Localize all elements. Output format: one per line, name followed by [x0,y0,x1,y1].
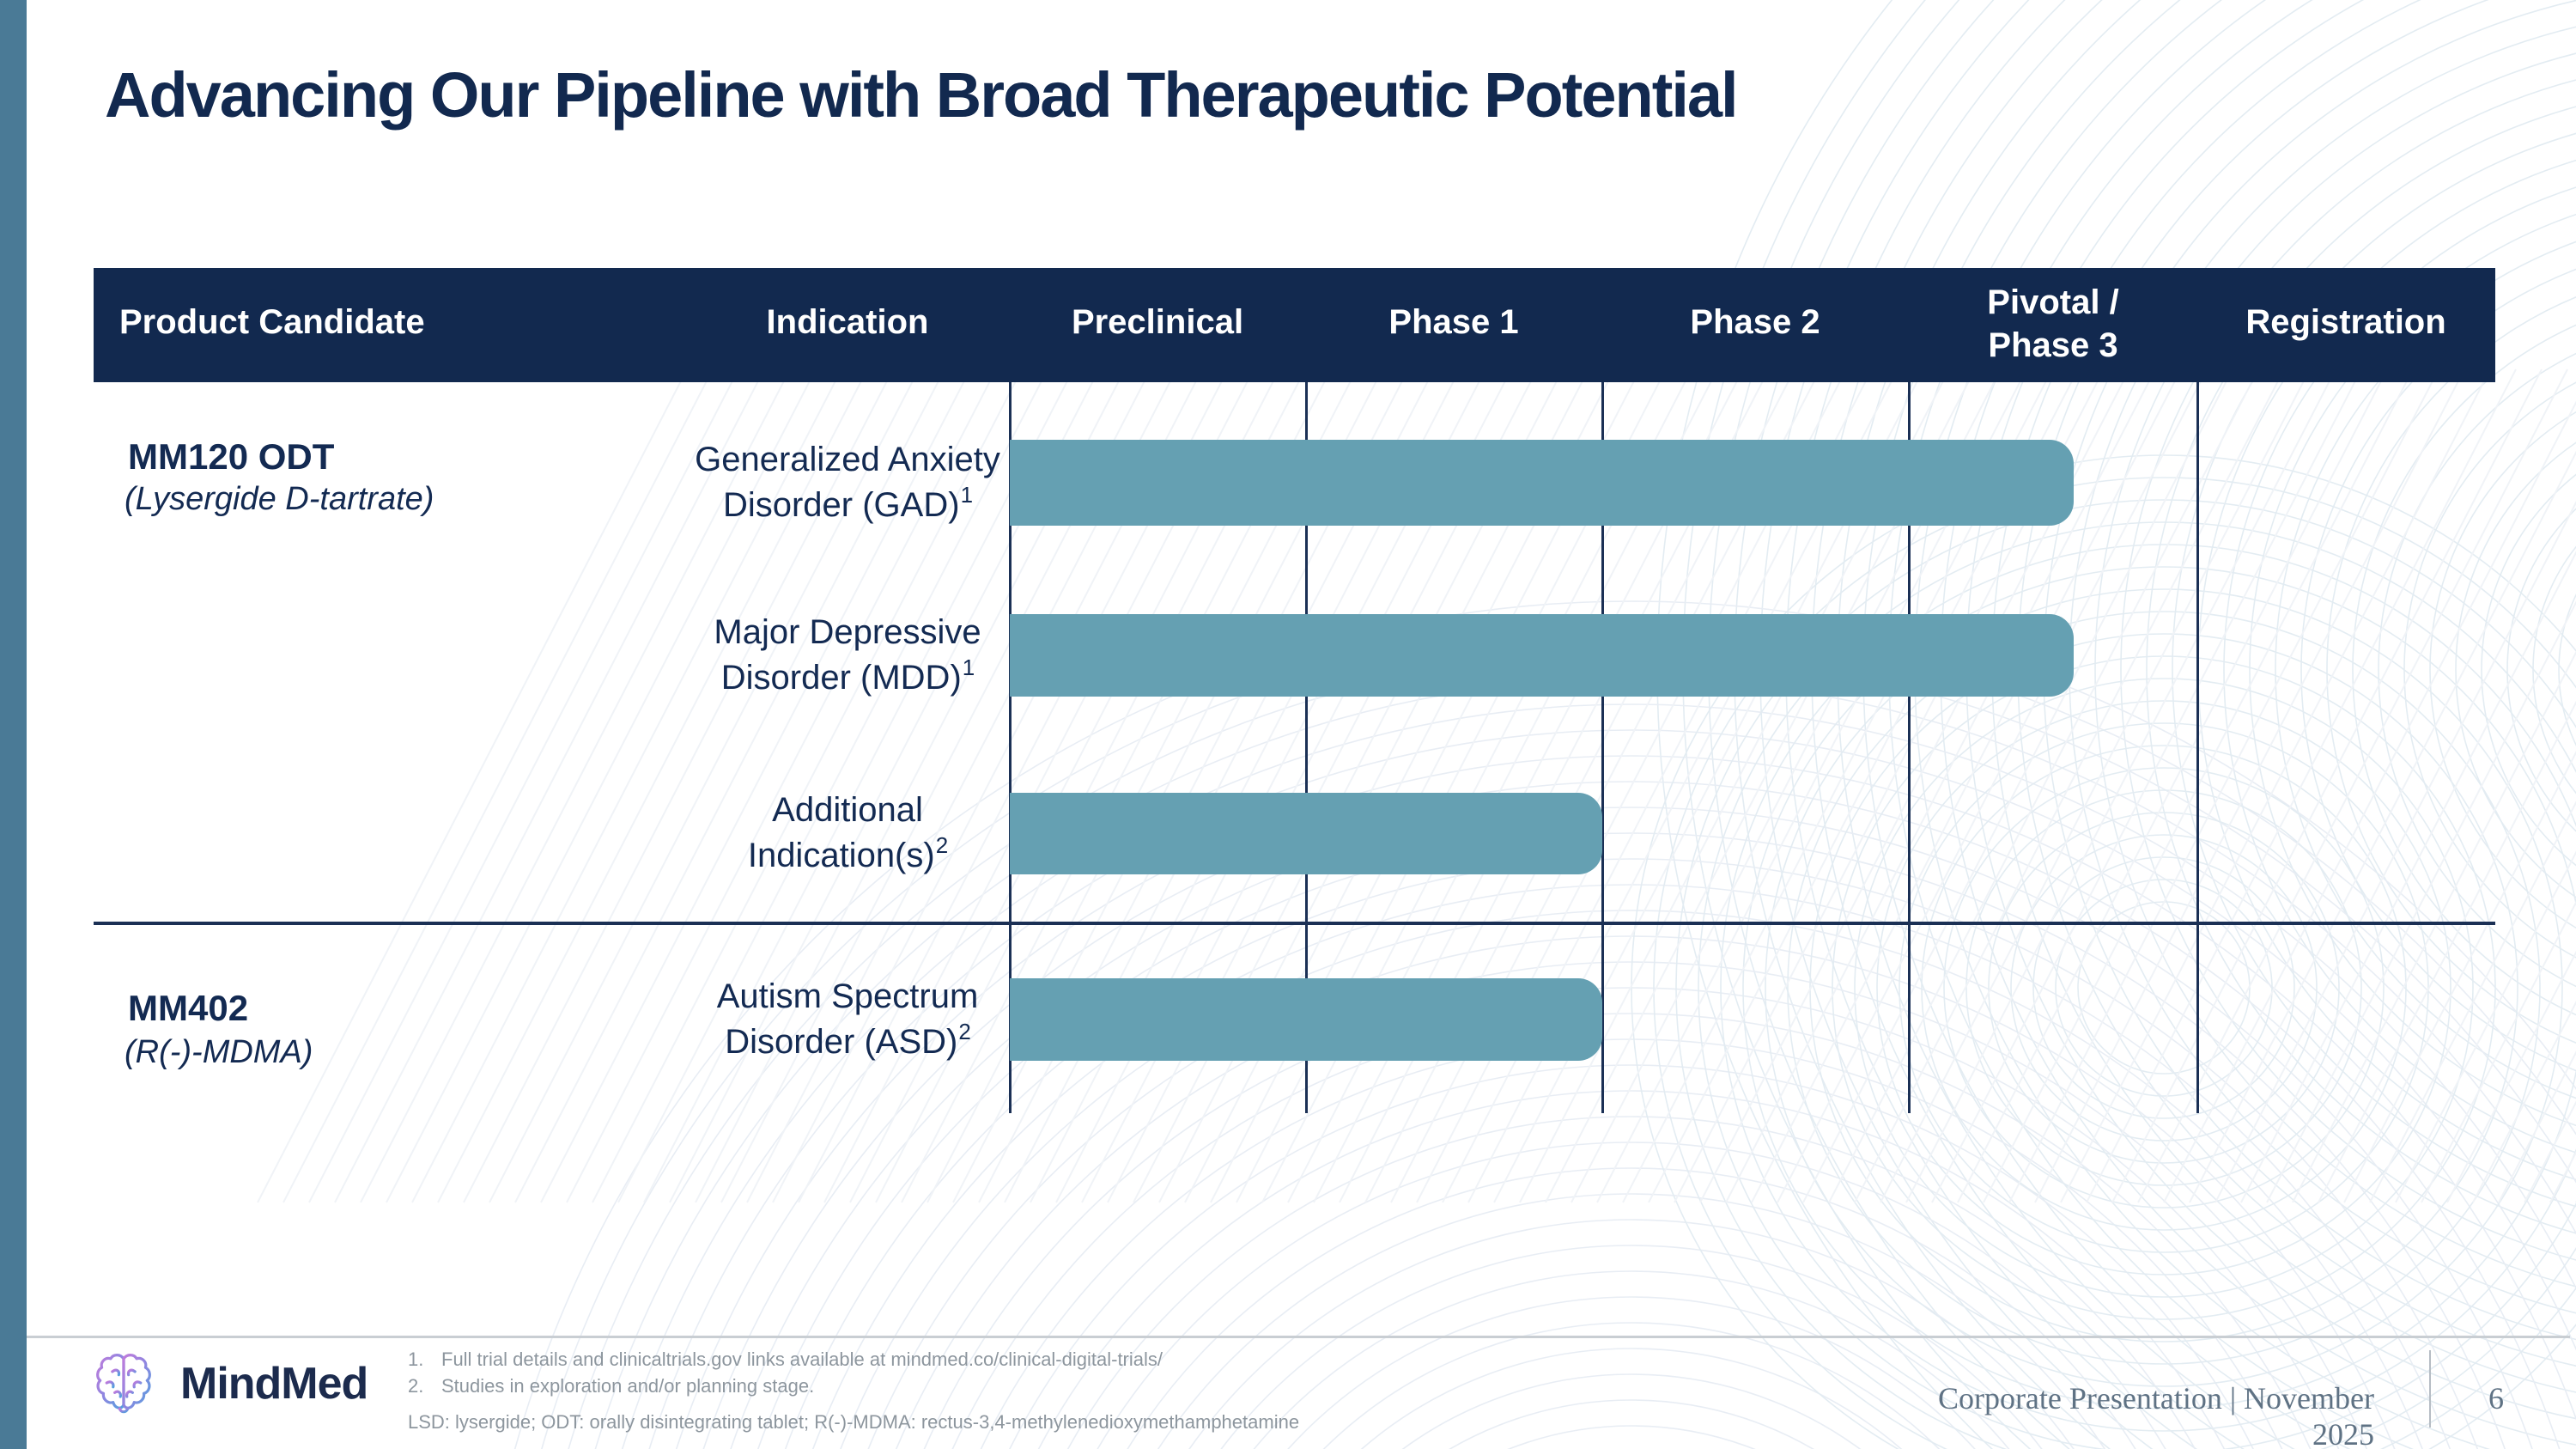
indication-label: Major Depressive Disorder (MDD)1 [714,613,981,697]
footnote-reference: 2 [958,1019,971,1044]
accent-strip [0,0,27,1449]
column-header-indication: Indication [766,303,929,341]
footnote-text: Full trial details and clinicaltrials.go… [441,1349,1163,1370]
footer-presentation-label: Corporate Presentation | November 2025 [1937,1381,2374,1449]
product-name: MM120 ODT [128,436,335,477]
page-number-divider [2429,1350,2431,1428]
indication-label: Additional Indication(s)2 [747,791,949,874]
pipeline-bar-asd [1010,978,1602,1061]
column-header-pivotal-phase-3: Pivotal / Phase 3 [1987,283,2119,364]
footnote-reference: 1 [960,482,974,508]
indication-label: Autism Spectrum Disorder (ASD)2 [716,977,979,1061]
footnote-reference: 2 [935,832,949,858]
mindmed-wordmark: MindMed [180,1359,368,1409]
page-number: 6 [2488,1381,2504,1416]
pipeline-bar-mdd [1010,614,2074,697]
indication-label: Generalized Anxiety Disorder (GAD)1 [695,441,1000,524]
pipeline-bar-additional [1010,793,1602,874]
footnote-number: 2. [408,1375,424,1397]
abbreviations-text: LSD: lysergide; ODT: orally disintegrati… [408,1411,1300,1433]
footnote-reference: 1 [962,654,975,680]
section-separator-line [94,922,2495,925]
footer-divider-line [27,1336,2570,1338]
footnote-text: Studies in exploration and/or planning s… [441,1375,815,1397]
product-name: MM402 [128,988,249,1028]
column-header-preclinical: Preclinical [1071,303,1244,341]
product-compound: (R(-)-MDMA) [125,1034,313,1070]
page-title: Advancing Our Pipeline with Broad Therap… [105,59,1739,131]
mindmed-brain-logo-icon [96,1353,151,1414]
pipeline-bar-gad [1010,440,2074,526]
grid-line-vertical [2196,382,2199,1113]
column-header-registration: Registration [2245,303,2446,341]
column-header-phase-2: Phase 2 [1690,303,1820,341]
footnote-number: 1. [408,1349,424,1370]
column-header-product-candidate: Product Candidate [119,303,425,341]
column-header-phase-1: Phase 1 [1388,303,1519,341]
product-compound: (Lysergide D-tartrate) [125,481,434,517]
